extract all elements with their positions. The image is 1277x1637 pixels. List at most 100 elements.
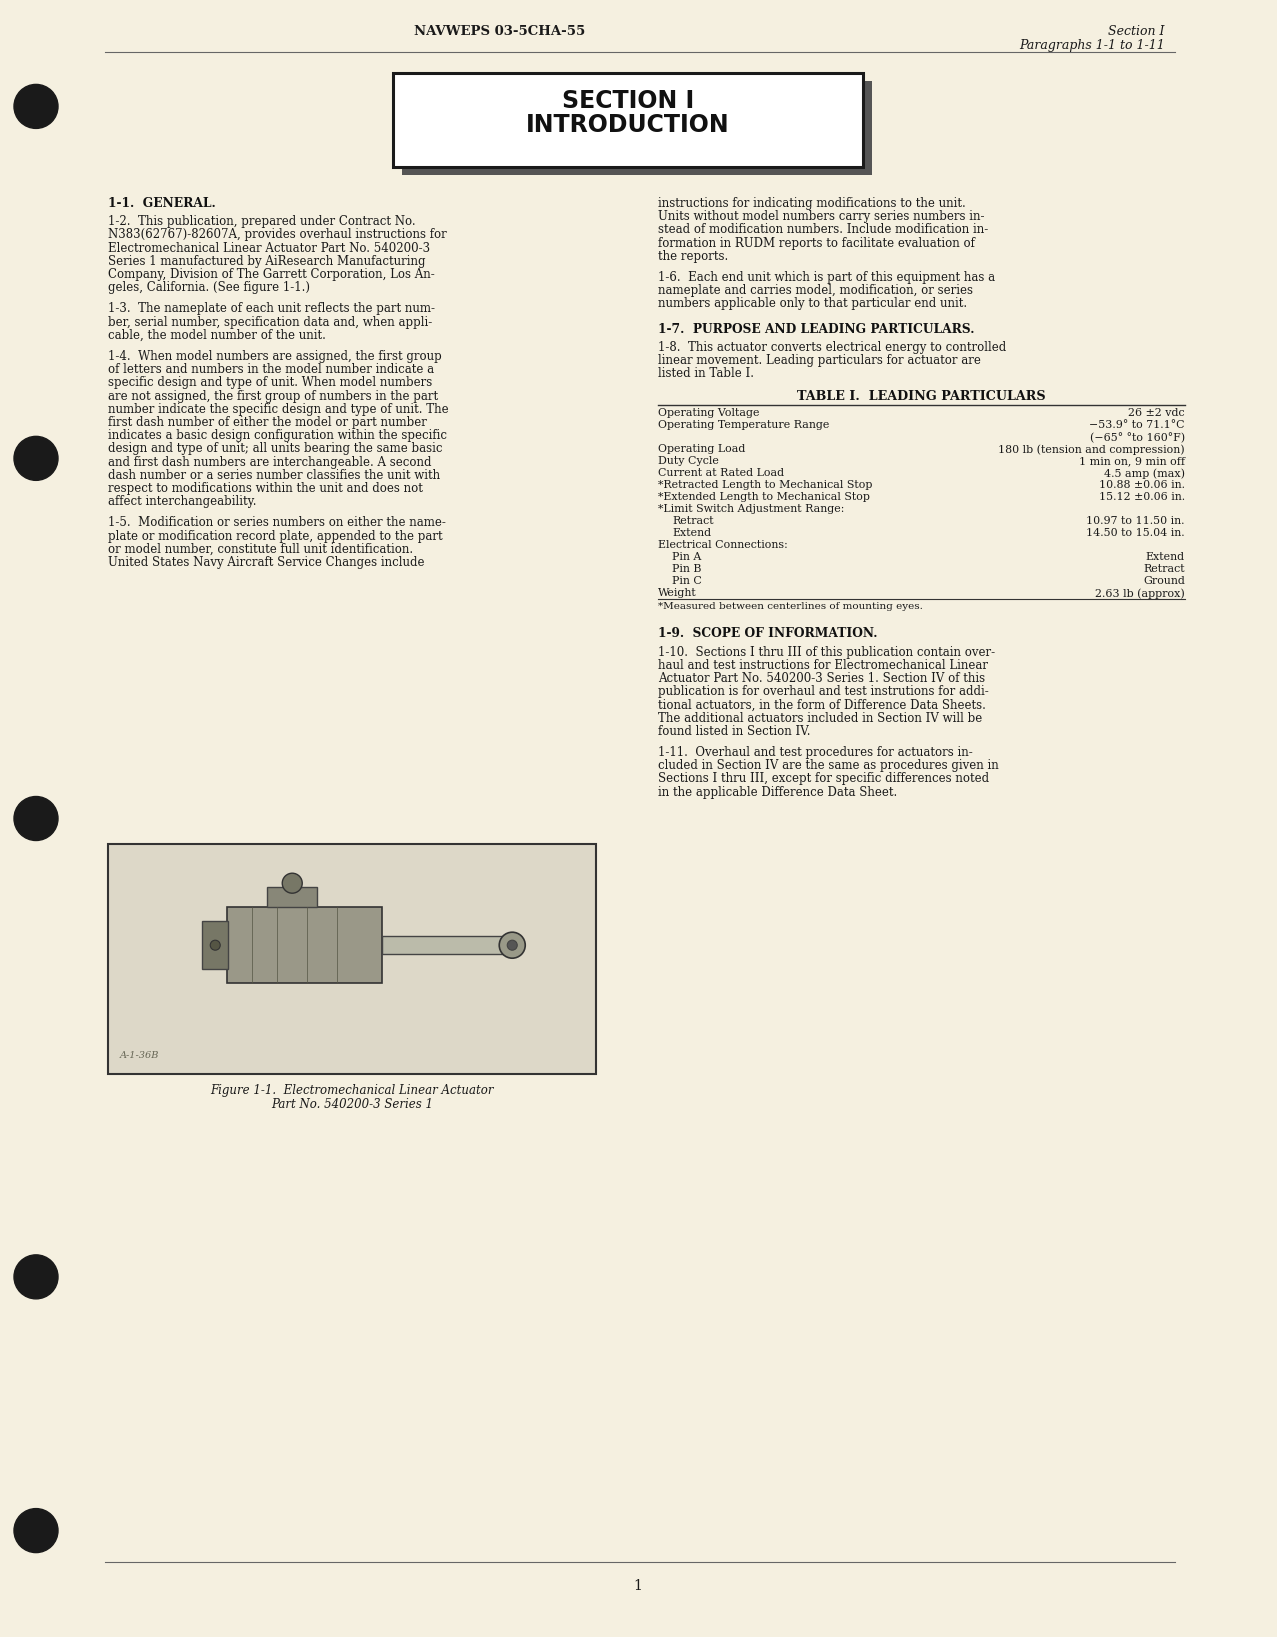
Text: affect interchangeability.: affect interchangeability. <box>109 496 257 507</box>
Text: Current at Rated Load: Current at Rated Load <box>658 468 784 478</box>
Text: dash number or a series number classifies the unit with: dash number or a series number classifie… <box>109 468 441 481</box>
Text: linear movement. Leading particulars for actuator are: linear movement. Leading particulars for… <box>658 354 981 367</box>
Text: tional actuators, in the form of Difference Data Sheets.: tional actuators, in the form of Differe… <box>658 699 986 712</box>
Bar <box>393 74 863 167</box>
Text: Sections I thru III, except for specific differences noted: Sections I thru III, except for specific… <box>658 773 990 786</box>
Text: numbers applicable only to that particular end unit.: numbers applicable only to that particul… <box>658 298 967 311</box>
Text: formation in RUDM reports to facilitate evaluation of: formation in RUDM reports to facilitate … <box>658 237 974 249</box>
Text: TABLE I.  LEADING PARTICULARS: TABLE I. LEADING PARTICULARS <box>797 390 1046 403</box>
Text: 10.88 ±0.06 in.: 10.88 ±0.06 in. <box>1099 480 1185 491</box>
Circle shape <box>211 940 220 949</box>
Text: Pin C: Pin C <box>672 576 702 586</box>
Text: 2.63 lb (approx): 2.63 lb (approx) <box>1096 588 1185 599</box>
Text: are not assigned, the first group of numbers in the part: are not assigned, the first group of num… <box>109 390 438 403</box>
Bar <box>202 922 229 969</box>
Text: Section I: Section I <box>1108 25 1165 38</box>
Text: Retract: Retract <box>1143 565 1185 575</box>
Circle shape <box>14 797 57 840</box>
Text: 1-3.  The nameplate of each unit reflects the part num-: 1-3. The nameplate of each unit reflects… <box>109 303 435 316</box>
Text: −53.9° to 71.1°C: −53.9° to 71.1°C <box>1089 421 1185 431</box>
Text: 15.12 ±0.06 in.: 15.12 ±0.06 in. <box>1099 493 1185 503</box>
Circle shape <box>507 940 517 949</box>
Circle shape <box>499 931 525 958</box>
Text: *Extended Length to Mechanical Stop: *Extended Length to Mechanical Stop <box>658 493 870 503</box>
Bar <box>382 936 507 954</box>
Text: design and type of unit; all units bearing the same basic: design and type of unit; all units beari… <box>109 442 443 455</box>
Text: cluded in Section IV are the same as procedures given in: cluded in Section IV are the same as pro… <box>658 760 999 773</box>
Text: Pin B: Pin B <box>672 565 701 575</box>
Text: *Limit Switch Adjustment Range:: *Limit Switch Adjustment Range: <box>658 504 844 514</box>
Text: Extend: Extend <box>1145 552 1185 563</box>
Text: 1-7.  PURPOSE AND LEADING PARTICULARS.: 1-7. PURPOSE AND LEADING PARTICULARS. <box>658 322 974 336</box>
Text: geles, California. (See figure 1-1.): geles, California. (See figure 1-1.) <box>109 282 310 295</box>
Text: Units without model numbers carry series numbers in-: Units without model numbers carry series… <box>658 210 985 223</box>
Text: Retract: Retract <box>672 516 714 527</box>
Text: Series 1 manufactured by AiResearch Manufacturing: Series 1 manufactured by AiResearch Manu… <box>109 255 425 268</box>
Text: (−65° °to 160°F): (−65° °to 160°F) <box>1089 432 1185 444</box>
Text: number indicate the specific design and type of unit. The: number indicate the specific design and … <box>109 403 448 416</box>
Text: A-1-36B: A-1-36B <box>120 1051 160 1061</box>
Text: *Retracted Length to Mechanical Stop: *Retracted Length to Mechanical Stop <box>658 480 872 491</box>
Text: 14.50 to 15.04 in.: 14.50 to 15.04 in. <box>1087 529 1185 539</box>
Text: found listed in Section IV.: found listed in Section IV. <box>658 725 811 738</box>
Text: Ground: Ground <box>1143 576 1185 586</box>
Text: 26 ±2 vdc: 26 ±2 vdc <box>1129 408 1185 419</box>
Text: Operating Voltage: Operating Voltage <box>658 408 760 419</box>
Text: *Measured between centerlines of mounting eyes.: *Measured between centerlines of mountin… <box>658 602 923 611</box>
Text: 10.97 to 11.50 in.: 10.97 to 11.50 in. <box>1087 516 1185 527</box>
Text: 1: 1 <box>633 1580 642 1593</box>
Text: 1-8.  This actuator converts electrical energy to controlled: 1-8. This actuator converts electrical e… <box>658 340 1006 354</box>
Circle shape <box>282 873 303 894</box>
Text: listed in Table I.: listed in Table I. <box>658 367 753 380</box>
Text: the reports.: the reports. <box>658 250 728 264</box>
Text: Electromechanical Linear Actuator Part No. 540200-3: Electromechanical Linear Actuator Part N… <box>109 242 430 255</box>
Text: N383(62767)-82607A, provides overhaul instructions for: N383(62767)-82607A, provides overhaul in… <box>109 229 447 241</box>
Text: publication is for overhaul and test instrutions for addi-: publication is for overhaul and test ins… <box>658 686 988 699</box>
Text: specific design and type of unit. When model numbers: specific design and type of unit. When m… <box>109 377 432 390</box>
Text: of letters and numbers in the model number indicate a: of letters and numbers in the model numb… <box>109 363 434 377</box>
Text: or model number, constitute full unit identification.: or model number, constitute full unit id… <box>109 543 414 557</box>
Text: stead of modification numbers. Include modification in-: stead of modification numbers. Include m… <box>658 223 988 236</box>
Text: Company, Division of The Garrett Corporation, Los An-: Company, Division of The Garrett Corpora… <box>109 268 434 282</box>
Text: United States Navy Aircraft Service Changes include: United States Navy Aircraft Service Chan… <box>109 557 424 570</box>
Text: Duty Cycle: Duty Cycle <box>658 457 719 467</box>
Text: 1-11.  Overhaul and test procedures for actuators in-: 1-11. Overhaul and test procedures for a… <box>658 746 973 760</box>
Text: Weight: Weight <box>658 588 697 599</box>
Text: ber, serial number, specification data and, when appli-: ber, serial number, specification data a… <box>109 316 432 329</box>
Bar <box>109 845 596 1074</box>
Text: Operating Load: Operating Load <box>658 444 746 455</box>
Circle shape <box>14 85 57 128</box>
Text: first dash number of either the model or part number: first dash number of either the model or… <box>109 416 427 429</box>
Bar <box>267 887 317 907</box>
Text: NAVWEPS 03-5CHA-55: NAVWEPS 03-5CHA-55 <box>414 25 586 38</box>
Circle shape <box>14 437 57 480</box>
Text: SECTION I: SECTION I <box>562 88 695 113</box>
Text: The additional actuators included in Section IV will be: The additional actuators included in Sec… <box>658 712 982 725</box>
Text: Pin A: Pin A <box>672 552 701 563</box>
Text: 1-2.  This publication, prepared under Contract No.: 1-2. This publication, prepared under Co… <box>109 214 415 228</box>
Bar <box>402 80 872 175</box>
Text: Electrical Connections:: Electrical Connections: <box>658 540 788 550</box>
Text: 1-4.  When model numbers are assigned, the first group: 1-4. When model numbers are assigned, th… <box>109 350 442 363</box>
Text: 1 min on, 9 min off: 1 min on, 9 min off <box>1079 457 1185 467</box>
Text: plate or modification record plate, appended to the part: plate or modification record plate, appe… <box>109 530 443 542</box>
Circle shape <box>14 1509 57 1552</box>
Text: 1-6.  Each end unit which is part of this equipment has a: 1-6. Each end unit which is part of this… <box>658 272 995 283</box>
Text: respect to modifications within the unit and does not: respect to modifications within the unit… <box>109 481 423 494</box>
Circle shape <box>14 1256 57 1298</box>
Text: Operating Temperature Range: Operating Temperature Range <box>658 421 829 431</box>
Text: indicates a basic design configuration within the specific: indicates a basic design configuration w… <box>109 429 447 442</box>
Text: Part No. 540200-3 Series 1: Part No. 540200-3 Series 1 <box>271 1098 433 1112</box>
Text: haul and test instructions for Electromechanical Linear: haul and test instructions for Electrome… <box>658 658 988 671</box>
Text: 4.5 amp (max): 4.5 amp (max) <box>1105 468 1185 480</box>
Text: instructions for indicating modifications to the unit.: instructions for indicating modification… <box>658 196 965 210</box>
Text: 1-5.  Modification or series numbers on either the name-: 1-5. Modification or series numbers on e… <box>109 516 446 529</box>
Text: Figure 1-1.  Electromechanical Linear Actuator: Figure 1-1. Electromechanical Linear Act… <box>211 1084 494 1097</box>
Text: nameplate and carries model, modification, or series: nameplate and carries model, modificatio… <box>658 285 973 298</box>
Text: INTRODUCTION: INTRODUCTION <box>526 113 730 138</box>
Text: Extend: Extend <box>672 529 711 539</box>
Text: 1-10.  Sections I thru III of this publication contain over-: 1-10. Sections I thru III of this public… <box>658 645 995 658</box>
Bar <box>227 907 382 984</box>
Text: and first dash numbers are interchangeable. A second: and first dash numbers are interchangeab… <box>109 455 432 468</box>
Text: Paragraphs 1-1 to 1-11: Paragraphs 1-1 to 1-11 <box>1019 39 1165 52</box>
